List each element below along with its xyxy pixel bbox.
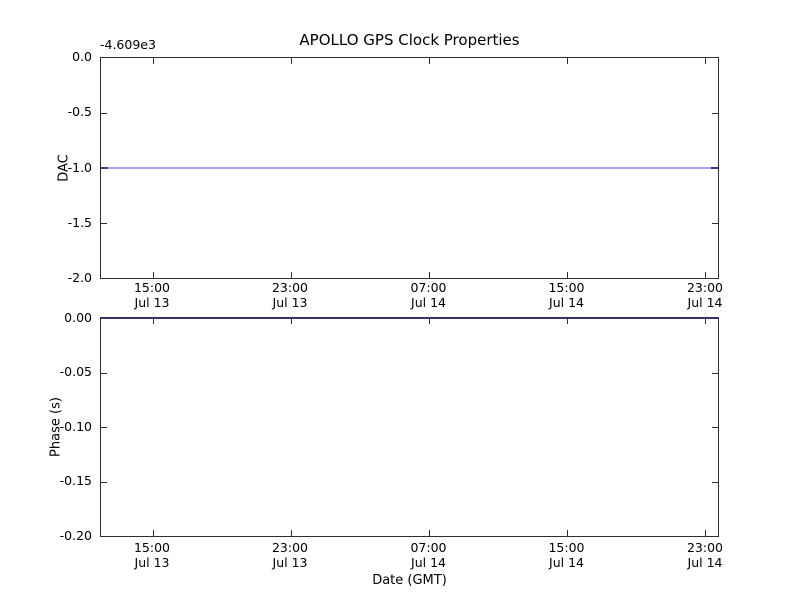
y-axis-offset-text: -4.609e3	[100, 37, 156, 52]
tick-mark	[705, 272, 707, 278]
tick-mark	[428, 318, 430, 324]
y-tick-label: -1.5	[67, 215, 92, 230]
top-y-axis-label: DAC	[56, 154, 72, 182]
tick-mark	[290, 530, 292, 536]
x-tick-label: 15:00 Jul 13	[133, 540, 171, 570]
phase-data-line	[100, 317, 719, 319]
tick-mark	[152, 58, 154, 64]
tick-mark	[101, 223, 107, 224]
dac-data-line-left-end	[101, 167, 108, 169]
y-tick-label: 0.00	[64, 310, 92, 325]
y-tick-label: -1.0	[67, 160, 92, 175]
tick-mark	[428, 530, 430, 536]
tick-mark	[152, 272, 154, 278]
tick-mark	[712, 481, 718, 483]
tick-mark	[712, 372, 718, 374]
tick-mark	[290, 318, 292, 324]
y-tick-label: -0.15	[59, 473, 92, 488]
x-tick-label: 23:00 Jul 14	[686, 280, 724, 310]
tick-mark	[290, 58, 292, 64]
y-tick-label: -0.20	[59, 528, 92, 543]
bottom-plot-area	[100, 317, 719, 537]
x-axis-label: Date (GMT)	[372, 573, 447, 588]
y-tick-label: -0.10	[59, 419, 92, 434]
y-tick-label: -0.05	[59, 364, 92, 379]
dac-data-line	[101, 167, 718, 169]
tick-mark	[101, 372, 107, 374]
tick-mark	[101, 113, 107, 114]
x-tick-label: 15:00 Jul 13	[133, 280, 171, 310]
tick-mark	[152, 530, 154, 536]
tick-mark	[428, 272, 430, 278]
bottom-y-axis-label: Phase (s)	[48, 397, 64, 457]
tick-mark	[152, 318, 154, 324]
top-plot-area	[100, 57, 719, 279]
tick-mark	[290, 272, 292, 278]
x-tick-label: 15:00 Jul 14	[548, 540, 585, 570]
tick-mark	[566, 318, 568, 324]
dac-data-line-right-end	[711, 167, 718, 169]
tick-mark	[712, 223, 718, 224]
tick-mark	[566, 530, 568, 536]
tick-mark	[712, 427, 718, 428]
y-tick-label: -0.5	[67, 104, 92, 119]
tick-mark	[712, 113, 718, 114]
x-tick-label: 23:00 Jul 13	[271, 280, 309, 310]
tick-mark	[705, 318, 707, 324]
x-tick-label: 07:00 Jul 14	[410, 280, 447, 310]
x-tick-label: 23:00 Jul 14	[686, 540, 724, 570]
tick-mark	[101, 427, 107, 428]
x-tick-label: 07:00 Jul 14	[410, 540, 447, 570]
chart-title: APOLLO GPS Clock Properties	[299, 31, 520, 49]
tick-mark	[428, 58, 430, 64]
tick-mark	[101, 481, 107, 483]
x-tick-label: 23:00 Jul 13	[271, 540, 309, 570]
tick-mark	[566, 58, 568, 64]
tick-mark	[566, 272, 568, 278]
tick-mark	[705, 530, 707, 536]
tick-mark	[705, 58, 707, 64]
y-tick-label: 0.0	[72, 49, 92, 64]
y-tick-label: -2.0	[67, 270, 92, 285]
x-tick-label: 15:00 Jul 14	[548, 280, 585, 310]
